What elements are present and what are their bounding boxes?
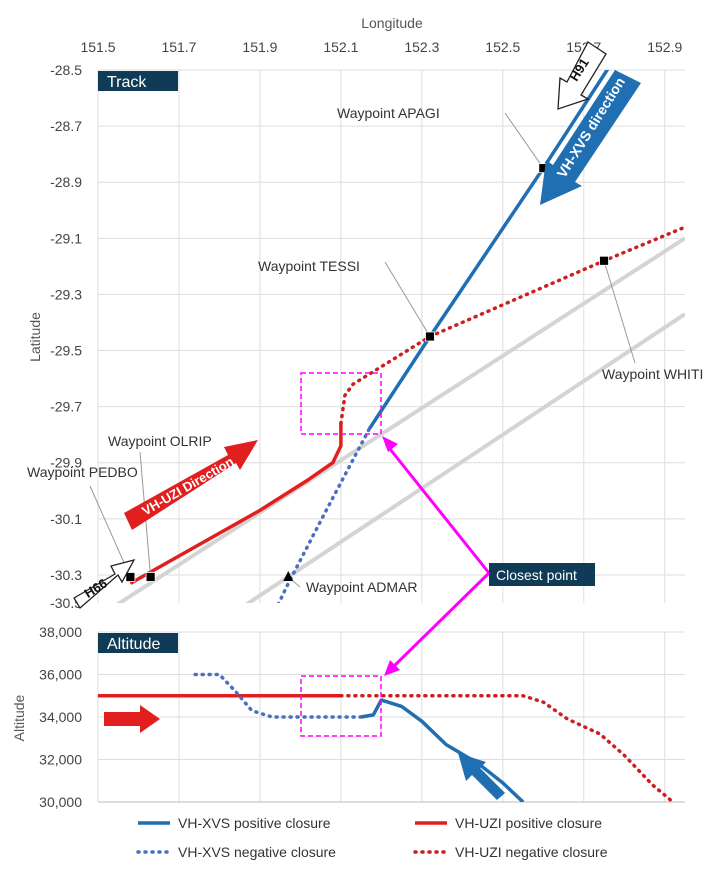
x-tick-label: 152.3 — [404, 39, 439, 55]
x-tick-label: 151.7 — [161, 39, 196, 55]
waypoint-marker — [599, 255, 609, 266]
waypoint: Waypoint WHITI — [599, 255, 703, 382]
legend-item: VH-XVS positive closure — [138, 815, 331, 831]
legend-item: VH-XVS negative closure — [136, 844, 336, 860]
y-tick-label: -28.7 — [50, 118, 82, 134]
altitude-panel-title: Altitude — [107, 636, 160, 653]
altitude-axis-label: Altitude — [11, 694, 27, 741]
route-line — [116, 236, 685, 603]
track-series-line — [339, 225, 685, 426]
altitude-tick-label: 38,000 — [39, 624, 82, 640]
track-series — [116, 70, 685, 603]
legend-item: VH-UZI positive closure — [415, 815, 602, 831]
altitude-series-line — [193, 672, 363, 719]
altitude-tick-label: 32,000 — [39, 752, 82, 768]
waypoint: Waypoint TESSI — [258, 258, 435, 342]
waypoint-label: Waypoint APAGI — [337, 105, 440, 121]
legend-label: VH-XVS negative closure — [178, 844, 336, 860]
waypoint-marker — [125, 572, 136, 582]
legend: VH-XVS positive closure VH-UZI positive c… — [136, 815, 608, 860]
y-tick-label: -30.3 — [50, 567, 82, 583]
waypoint-label: Waypoint WHITI — [602, 366, 703, 382]
waypoint: Waypoint APAGI — [337, 105, 549, 174]
closest-point-box-altitude — [300, 675, 382, 737]
route-line — [245, 312, 685, 603]
x-axis-label: Longitude — [361, 15, 423, 31]
y-tick-label: -30.1 — [50, 511, 82, 527]
uzi-direction-arrow: VH-UZI Direction — [124, 440, 258, 530]
x-tick-label: 151.5 — [80, 39, 115, 55]
waypoint-label: Waypoint ADMAR — [306, 579, 418, 595]
track-panel-title: Track — [107, 74, 147, 91]
y-tick-label: -29.5 — [50, 343, 82, 359]
waypoint-label: Waypoint PEDBO — [27, 464, 138, 480]
longitude-tick-labels: 151.5 151.7 151.9 152.1 152.3 152.5 152.7 152.9 — [80, 39, 682, 55]
xvs-altitude-arrow — [458, 753, 505, 800]
legend-label: VH-UZI positive closure — [455, 815, 602, 831]
y-tick-label: -28.5 — [50, 62, 82, 78]
waypoint-label: Waypoint OLRIP — [108, 433, 212, 449]
altitude-tick-label: 34,000 — [39, 709, 82, 725]
altitude-series — [98, 672, 675, 802]
track-grid — [97, 69, 685, 603]
closest-point-label: Closest point — [496, 567, 577, 583]
altitude-series-line — [339, 694, 675, 802]
track-series-line — [276, 427, 371, 603]
track-series-line — [367, 70, 610, 431]
x-tick-label: 152.5 — [485, 39, 520, 55]
waypoint: Waypoint ADMAR — [283, 571, 418, 595]
waypoint-marker — [425, 331, 435, 342]
y-axis-label: Latitude — [27, 312, 43, 362]
y-tick-label: -29.7 — [50, 399, 82, 415]
legend-label: VH-UZI negative closure — [455, 844, 608, 860]
legend-item: VH-UZI negative closure — [413, 844, 608, 860]
waypoint: Waypoint PEDBO — [27, 464, 138, 582]
y-tick-label: -29.1 — [50, 230, 82, 246]
altitude-grid — [97, 631, 685, 803]
uzi-altitude-arrow — [104, 705, 160, 733]
waypoint-marker — [145, 572, 156, 582]
altitude-series-line — [360, 698, 525, 802]
x-tick-label: 152.9 — [647, 39, 682, 55]
y-tick-label: -29.9 — [50, 455, 82, 471]
x-tick-label: 151.9 — [242, 39, 277, 55]
track-series-line — [129, 423, 343, 585]
legend-label: VH-XVS positive closure — [178, 815, 331, 831]
xvs-direction-arrow: VH-XVS direction — [540, 70, 641, 205]
waypoint-marker — [283, 571, 294, 581]
uzi-direction-label: VH-UZI Direction — [139, 454, 236, 519]
altitude-tick-labels: 38,000 36,000 34,000 32,000 30,000 — [39, 624, 82, 810]
closest-point-callout: Closest point — [382, 436, 595, 676]
altitude-panel-label-bg — [98, 633, 178, 653]
y-tick-label: -28.9 — [50, 174, 82, 190]
closest-point-box-track — [300, 372, 382, 435]
latitude-tick-labels: -28.5 -28.7 -28.9 -29.1 -29.3 -29.5 -29.7 -29.9… — [50, 62, 82, 611]
track-panel-label-bg — [98, 71, 178, 91]
waypoint-label: Waypoint TESSI — [258, 258, 360, 274]
altitude-tick-label: 30,000 — [39, 794, 82, 810]
waypoints: Waypoint APAGI Waypoint TESSI Waypoint WHI… — [27, 105, 703, 595]
x-tick-label: 152.1 — [323, 39, 358, 55]
altitude-tick-label: 36,000 — [39, 667, 82, 683]
y-tick-label: -29.3 — [50, 286, 82, 302]
